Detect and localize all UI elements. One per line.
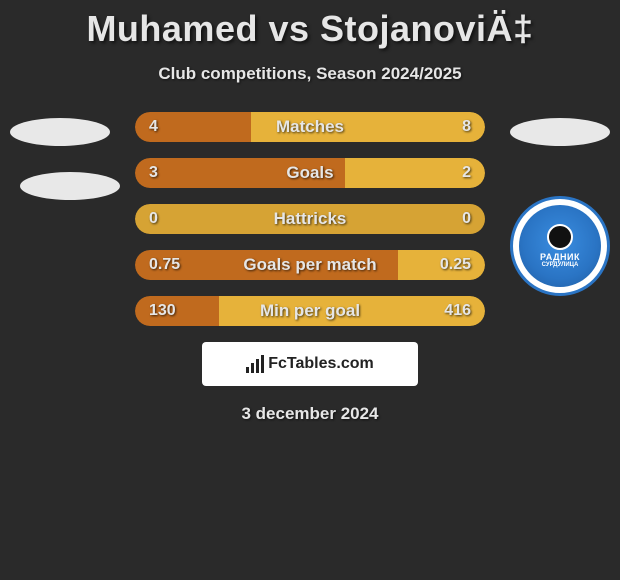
club-badge: РАДНИК СУРДУЛИЦА xyxy=(510,196,610,296)
brand-text: FcTables.com xyxy=(268,355,374,373)
brand-badge[interactable]: FcTables.com xyxy=(202,342,418,386)
stat-bar-left xyxy=(135,204,485,234)
stat-row: 48Matches xyxy=(135,112,485,142)
player-right-ellipse xyxy=(510,118,610,146)
stat-row: 130416Min per goal xyxy=(135,296,485,326)
player-right-badge: РАДНИК СУРДУЛИЦА xyxy=(510,118,610,296)
stat-value-left: 3 xyxy=(149,158,158,188)
stat-bar-left xyxy=(135,158,345,188)
stat-value-right: 2 xyxy=(462,158,471,188)
soccer-ball-icon xyxy=(547,224,573,250)
stat-value-right: 0.25 xyxy=(440,250,471,280)
stat-value-right: 0 xyxy=(462,204,471,234)
stat-value-left: 0.75 xyxy=(149,250,180,280)
date-text: 3 december 2024 xyxy=(0,404,620,424)
player-left-badge xyxy=(10,118,120,200)
stat-value-right: 416 xyxy=(444,296,471,326)
chart-icon xyxy=(246,355,264,373)
player-left-ellipse-2 xyxy=(20,172,120,200)
stats-bars: 48Matches32Goals00Hattricks0.750.25Goals… xyxy=(135,112,485,326)
stat-bar-left xyxy=(135,296,219,326)
stat-value-left: 4 xyxy=(149,112,158,142)
comparison-panel: РАДНИК СУРДУЛИЦА 48Matches32Goals00Hattr… xyxy=(0,112,620,424)
subtitle: Club competitions, Season 2024/2025 xyxy=(0,64,620,84)
club-subname: СУРДУЛИЦА xyxy=(542,262,579,268)
stat-row: 00Hattricks xyxy=(135,204,485,234)
player-left-ellipse-1 xyxy=(10,118,110,146)
stat-value-left: 0 xyxy=(149,204,158,234)
club-name: РАДНИК xyxy=(540,252,580,262)
stat-value-right: 8 xyxy=(462,112,471,142)
stat-row: 0.750.25Goals per match xyxy=(135,250,485,280)
stat-row: 32Goals xyxy=(135,158,485,188)
stat-bar-right xyxy=(251,112,486,142)
page-title: Muhamed vs StojanoviÄ‡ xyxy=(0,0,620,50)
stat-value-left: 130 xyxy=(149,296,176,326)
